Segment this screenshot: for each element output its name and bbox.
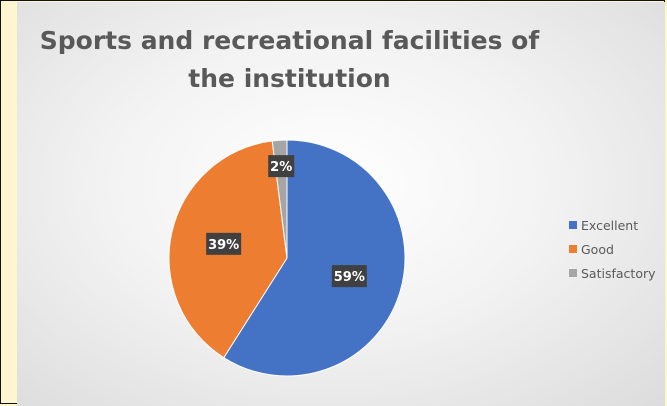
legend-swatch-excellent: [569, 221, 577, 229]
legend-swatch-satisfactory: [569, 269, 577, 277]
chart-area: Sports and recreational facilities of th…: [17, 2, 665, 406]
legend-item-excellent: Excellent: [569, 213, 656, 237]
data-label-text-excellent: 59%: [334, 270, 365, 285]
legend-swatch-good: [569, 245, 577, 253]
chart-title: Sports and recreational facilities of th…: [17, 22, 562, 98]
legend-label-satisfactory: Satisfactory: [581, 265, 656, 281]
legend-label-excellent: Excellent: [581, 217, 639, 233]
data-label-satisfactory: 2%: [268, 155, 295, 178]
data-label-excellent: 59%: [331, 265, 367, 288]
legend-item-satisfactory: Satisfactory: [569, 261, 656, 285]
legend: Excellent Good Satisfactory: [569, 213, 656, 285]
data-label-box-good: [206, 232, 242, 255]
pie-chart: 59% 39% 2%: [168, 139, 406, 377]
data-label-text-satisfactory: 2%: [270, 160, 292, 175]
chart-title-line-1: Sports and recreational facilities of: [39, 26, 540, 55]
chart-title-line-2: the institution: [188, 64, 391, 93]
pie-slice-excellent: [223, 139, 406, 377]
data-label-text-good: 39%: [208, 238, 239, 253]
data-label-good: 39%: [206, 232, 242, 255]
data-label-box-excellent: [331, 265, 367, 288]
legend-label-good: Good: [581, 241, 614, 257]
legend-item-good: Good: [569, 237, 656, 261]
data-label-box-satisfactory: [268, 155, 295, 178]
